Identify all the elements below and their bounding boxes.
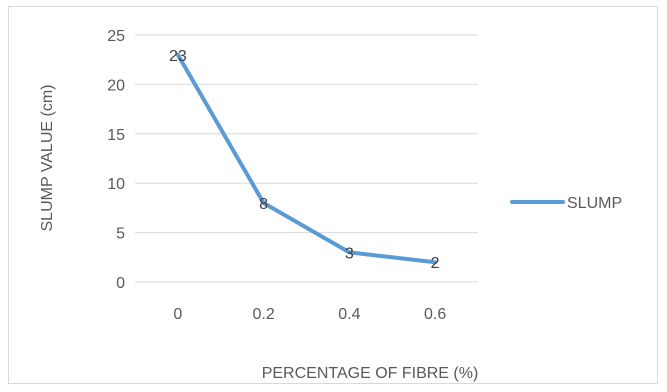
data-label: 2 bbox=[431, 255, 440, 272]
x-tick-label: 0.6 bbox=[424, 306, 446, 323]
y-tick-label: 15 bbox=[107, 127, 125, 144]
data-label: 3 bbox=[345, 245, 354, 262]
x-axis-title: PERCENTAGE OF FIBRE (%) bbox=[262, 365, 479, 382]
x-tick-label: 0 bbox=[173, 306, 182, 323]
chart-frame bbox=[8, 6, 658, 384]
y-tick-label: 0 bbox=[116, 275, 125, 292]
y-tick-label: 10 bbox=[107, 176, 125, 193]
data-label: 23 bbox=[169, 48, 187, 65]
grid-lines bbox=[135, 34, 478, 283]
x-tick-label: 0.4 bbox=[338, 306, 360, 323]
y-tick-label: 5 bbox=[116, 226, 125, 243]
x-tick-labels: 0 0.2 0.4 0.6 bbox=[173, 306, 446, 323]
y-tick-label: 25 bbox=[107, 28, 125, 45]
x-tick-label: 0.2 bbox=[253, 306, 275, 323]
legend: SLUMP bbox=[510, 195, 622, 212]
y-tick-label: 20 bbox=[107, 77, 125, 94]
data-labels: 23 8 3 2 bbox=[169, 48, 440, 272]
legend-label-slump: SLUMP bbox=[567, 195, 622, 212]
y-axis-title: SLUMP VALUE (cm) bbox=[39, 85, 56, 232]
series-line-slump bbox=[175, 52, 438, 265]
series-group bbox=[175, 52, 438, 265]
y-tick-labels: 0 5 10 15 20 25 bbox=[107, 28, 125, 292]
data-label: 8 bbox=[259, 196, 268, 213]
